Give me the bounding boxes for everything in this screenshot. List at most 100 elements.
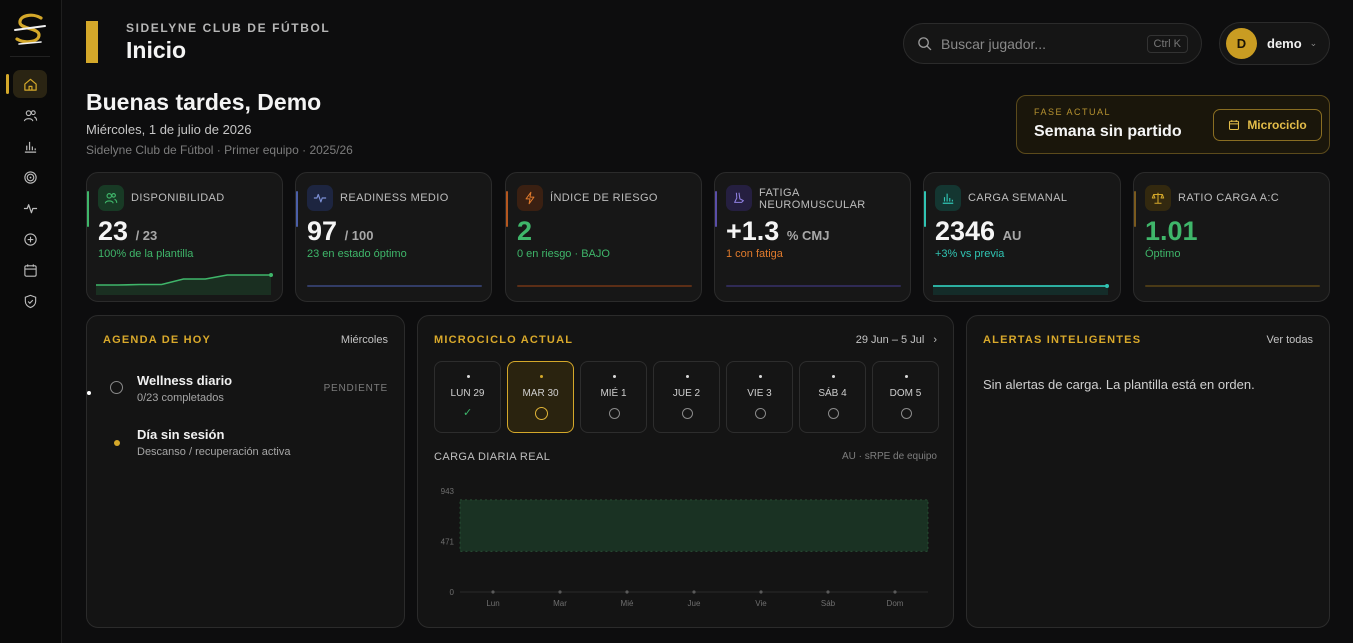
kpi-label: DISPONIBILIDAD xyxy=(131,192,225,204)
view-all-link[interactable]: Ver todas xyxy=(1266,334,1313,346)
greeting-date: Miércoles, 1 de julio de 2026 xyxy=(86,122,252,137)
sparkline-area xyxy=(933,286,1108,295)
nav-calendar[interactable] xyxy=(13,256,47,284)
shield-icon xyxy=(24,294,36,308)
phase-label: FASE ACTUAL xyxy=(1034,107,1112,117)
agenda-item-sub: Descanso / recuperación activa xyxy=(137,446,291,458)
kpi-accent xyxy=(506,191,508,227)
day-card[interactable]: MIÉ 1 xyxy=(580,361,647,433)
x-tick-label: Vie xyxy=(755,599,767,608)
agenda-title: AGENDA DE HOY xyxy=(103,334,212,346)
day-label: SÁB 4 xyxy=(818,388,847,399)
users-icon xyxy=(23,109,37,121)
data-point xyxy=(692,590,696,594)
data-point xyxy=(759,590,763,594)
page-title: Inicio xyxy=(126,37,187,63)
kpi-trend-line xyxy=(517,285,692,287)
search-box[interactable]: Ctrl K xyxy=(903,23,1202,64)
day-label: LUN 29 xyxy=(450,388,485,399)
chart-title: CARGA DIARIA REAL xyxy=(434,451,551,463)
kpi-weekly-load[interactable]: CARGA SEMANAL 2346 AU +3% vs previa xyxy=(923,172,1121,302)
kpi-trend-line xyxy=(726,285,901,287)
y-tick-label: 943 xyxy=(441,487,455,496)
chart-bars-icon xyxy=(935,185,961,211)
kpi-fatigue[interactable]: FATIGA NEUROMUSCULAR +1.3 % CMJ 1 con fa… xyxy=(714,172,911,302)
header-accent-bar xyxy=(86,21,98,63)
chevron-right-icon: › xyxy=(933,334,937,346)
y-tick-label: 471 xyxy=(441,538,455,547)
kpi-value: 1.01 xyxy=(1145,216,1198,246)
x-tick-label: Lun xyxy=(486,599,499,608)
kpi-label: ÍNDICE DE RIESGO xyxy=(550,192,658,204)
sidebar xyxy=(0,0,62,643)
nav-active-indicator xyxy=(6,74,9,94)
microcycle-range[interactable]: 29 Jun – 5 Jul › xyxy=(855,334,937,346)
search-shortcut: Ctrl K xyxy=(1146,34,1188,53)
microcycle-button[interactable]: Microciclo xyxy=(1213,109,1322,141)
microcycle-panel: MICROCICLO ACTUAL 29 Jun – 5 Jul › LUN 2… xyxy=(417,315,954,628)
kpi-availability[interactable]: DISPONIBILIDAD 23 / 23 100% de la planti… xyxy=(86,172,283,302)
calendar-icon xyxy=(1229,120,1240,131)
pulse-icon xyxy=(307,185,333,211)
logo-icon[interactable] xyxy=(11,12,49,48)
nav-analytics[interactable] xyxy=(13,132,47,160)
user-name: demo xyxy=(1267,36,1302,51)
microcycle-button-label: Microciclo xyxy=(1247,118,1307,132)
greeting-title: Buenas tardes, Demo xyxy=(86,89,322,115)
nav-security[interactable] xyxy=(13,287,47,315)
nav-home[interactable] xyxy=(13,70,47,98)
kpi-label: READINESS MEDIO xyxy=(340,192,449,204)
alerts-panel: ALERTAS INTELIGENTES Ver todas Sin alert… xyxy=(966,315,1330,628)
x-tick-label: Mar xyxy=(553,599,567,608)
avatar: D xyxy=(1226,28,1257,59)
chevron-down-icon: ⌄ xyxy=(1309,38,1318,48)
user-menu[interactable]: D demo ⌄ xyxy=(1219,22,1330,65)
day-label: JUE 2 xyxy=(672,388,701,399)
club-name: SIDELYNE CLUB DE FÚTBOL xyxy=(126,21,331,35)
nav-medical[interactable] xyxy=(13,225,47,253)
search-input[interactable] xyxy=(941,35,1141,52)
users-icon xyxy=(98,185,124,211)
x-tick-label: Dom xyxy=(887,599,904,608)
phase-value: Semana sin partido xyxy=(1034,123,1182,140)
data-point xyxy=(491,590,495,594)
day-dot xyxy=(613,375,616,378)
kpi-acwr[interactable]: RATIO CARGA A:C 1.01 Óptimo xyxy=(1133,172,1330,302)
alerts-empty-message: Sin alertas de carga. La plantilla está … xyxy=(983,377,1255,392)
chart-bars-icon xyxy=(24,141,36,153)
chart-note: AU · sRPE de equipo xyxy=(841,451,937,462)
kpi-trend-line xyxy=(307,285,482,287)
sparkline-end-point xyxy=(269,273,273,277)
day-card[interactable]: JUE 2 xyxy=(653,361,720,433)
sidebar-divider xyxy=(10,56,50,57)
calendar-icon xyxy=(23,263,37,277)
check-icon: ✓ xyxy=(463,407,473,419)
pending-circle-icon xyxy=(828,408,839,419)
kpi-readiness[interactable]: READINESS MEDIO 97 / 100 23 en estado óp… xyxy=(295,172,492,302)
day-dot xyxy=(905,375,908,378)
day-card[interactable]: MAR 30 xyxy=(507,361,574,433)
pending-circle-icon xyxy=(609,408,620,419)
nav-monitoring[interactable] xyxy=(13,194,47,222)
alerts-title: ALERTAS INTELIGENTES xyxy=(983,334,1142,346)
data-point xyxy=(625,590,629,594)
microcycle-title: MICROCICLO ACTUAL xyxy=(434,334,574,346)
nav-objectives[interactable] xyxy=(13,163,47,191)
day-card[interactable]: SÁB 4 xyxy=(799,361,866,433)
status-badge: PENDIENTE xyxy=(323,383,388,394)
day-card[interactable]: DOM 5 xyxy=(872,361,939,433)
nav-players[interactable] xyxy=(13,101,47,129)
pending-circle-icon xyxy=(901,408,912,419)
day-card[interactable]: VIE 3 xyxy=(726,361,793,433)
day-dot xyxy=(467,375,470,378)
agenda-day: Miércoles xyxy=(340,334,388,346)
sparkline-area xyxy=(96,275,271,295)
phase-card: FASE ACTUAL Semana sin partido Microcicl… xyxy=(1016,95,1330,154)
kpi-value: 2346 AU xyxy=(935,216,1022,246)
kpi-sub: +3% vs previa xyxy=(935,248,1005,260)
day-card[interactable]: LUN 29 ✓ xyxy=(434,361,501,433)
agenda-marker xyxy=(87,391,91,395)
kpi-label: FATIGA NEUROMUSCULAR xyxy=(759,187,866,211)
kpi-risk[interactable]: ÍNDICE DE RIESGO 2 0 en riesgo · BAJO xyxy=(505,172,702,302)
kpi-accent xyxy=(296,191,298,227)
